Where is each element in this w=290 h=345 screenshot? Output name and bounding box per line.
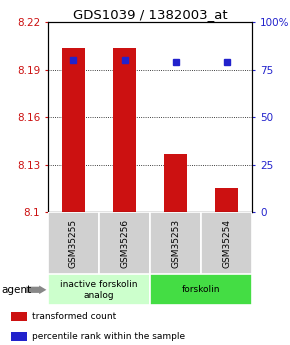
Text: agent: agent (1, 285, 32, 295)
Bar (48, 274, 150, 305)
Text: GSM35255: GSM35255 (69, 219, 78, 268)
Bar (150, 212, 201, 274)
Bar (215, 188, 238, 212)
Bar (11, 332, 27, 341)
Bar (201, 212, 252, 274)
Bar (150, 274, 252, 305)
Title: GDS1039 / 1382003_at: GDS1039 / 1382003_at (73, 8, 227, 21)
Bar (62, 48, 85, 212)
Text: transformed count: transformed count (32, 312, 116, 321)
Bar (11, 312, 27, 321)
Text: percentile rank within the sample: percentile rank within the sample (32, 332, 185, 341)
Bar (164, 154, 187, 212)
Bar (99, 212, 150, 274)
Text: GSM35254: GSM35254 (222, 219, 231, 268)
Bar (48, 212, 99, 274)
Text: inactive forskolin
analog: inactive forskolin analog (60, 280, 138, 299)
Bar (113, 48, 136, 212)
Text: GSM35253: GSM35253 (171, 219, 180, 268)
Text: forskolin: forskolin (182, 285, 220, 294)
Text: GSM35256: GSM35256 (120, 219, 129, 268)
